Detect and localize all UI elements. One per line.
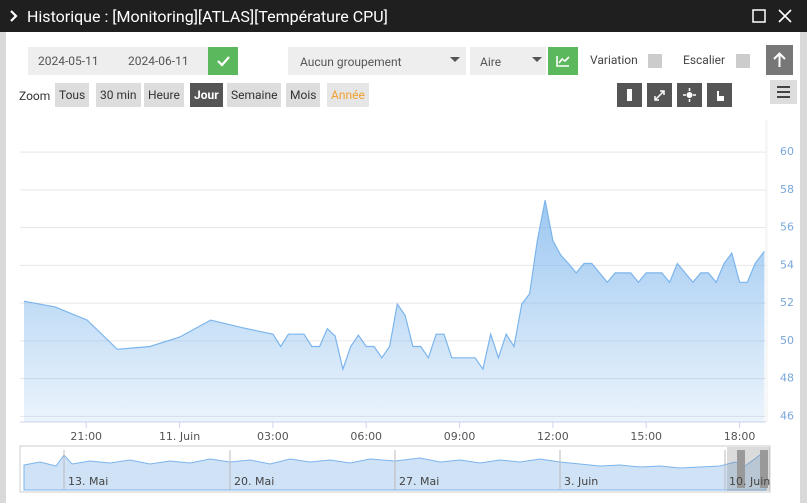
stair-checkbox[interactable] (736, 54, 750, 68)
window-title: Historique : [Monitoring][ATLAS][Tempéra… (27, 7, 388, 26)
title-bar: Historique : [Monitoring][ATLAS][Tempéra… (0, 0, 807, 32)
style-value: Aire (480, 55, 502, 69)
variation-label: Variation (590, 53, 638, 67)
navigator-label: 27. Mai (399, 475, 439, 488)
navigator-handle[interactable] (760, 450, 768, 488)
collapse-icon[interactable] (9, 10, 19, 22)
zoom-label: Zoom (19, 89, 51, 103)
scroll-edge (765, 120, 768, 422)
y-tick-label: 46 (780, 409, 794, 422)
x-tick-label: 09:00 (444, 430, 476, 443)
zoom-button[interactable]: Semaine (227, 83, 282, 107)
zoom-button[interactable]: Tous (55, 83, 90, 107)
y-tick-label: 48 (780, 372, 794, 385)
end-date[interactable]: 2024-06-11 (128, 54, 189, 68)
y-tick-label: 50 (780, 334, 794, 347)
tool-button[interactable] (617, 83, 642, 107)
y-tick-label: 56 (780, 221, 794, 234)
style-select[interactable]: Aire (470, 47, 546, 75)
navigator-label: 3. Juin (564, 475, 598, 488)
zoom-button[interactable]: 30 min (96, 83, 141, 107)
x-tick-label: 18:00 (724, 430, 756, 443)
zoom-button[interactable]: Année (327, 83, 369, 107)
validate-button[interactable] (208, 47, 238, 75)
x-tick-label: 15:00 (630, 430, 662, 443)
stair-label: Escalier (683, 53, 726, 67)
area (24, 200, 765, 422)
y-tick-label: 60 (780, 145, 794, 158)
navigator-label: 13. Mai (68, 475, 108, 488)
tool-button[interactable] (707, 83, 732, 107)
date-range[interactable]: 2024-05-11 2024-06-11 (28, 47, 208, 75)
start-date[interactable]: 2024-05-11 (38, 54, 99, 68)
zoom-button[interactable]: Jour (190, 83, 223, 107)
grouping-value: Aucun groupement (300, 55, 402, 69)
collapse-toolbar-button[interactable] (766, 45, 793, 75)
x-tick-label: 21:00 (70, 430, 102, 443)
navigator-label: 10. Juin (729, 475, 770, 488)
grouping-select[interactable]: Aucun groupement (288, 47, 466, 75)
chart-type-button[interactable] (548, 47, 578, 75)
zoom-button[interactable]: Heure (144, 83, 184, 107)
y-tick-label: 54 (780, 258, 794, 271)
tool-button[interactable] (647, 83, 672, 107)
variation-checkbox[interactable] (648, 54, 662, 68)
menu-button[interactable] (770, 80, 797, 104)
y-tick-label: 58 (780, 183, 794, 196)
zoom-button[interactable]: Mois (286, 83, 321, 107)
close-button[interactable] (778, 9, 792, 23)
x-tick-label: 11. Juin (159, 430, 200, 443)
x-tick-label: 03:00 (257, 430, 289, 443)
x-tick-label: 06:00 (350, 430, 382, 443)
tool-button[interactable] (677, 83, 702, 107)
line (23, 200, 765, 372)
maximize-button[interactable] (752, 9, 766, 23)
y-tick-label: 52 (780, 296, 794, 309)
x-tick-label: 12:00 (537, 430, 569, 443)
navigator-label: 20. Mai (234, 475, 274, 488)
navigator-handle[interactable] (737, 450, 745, 488)
